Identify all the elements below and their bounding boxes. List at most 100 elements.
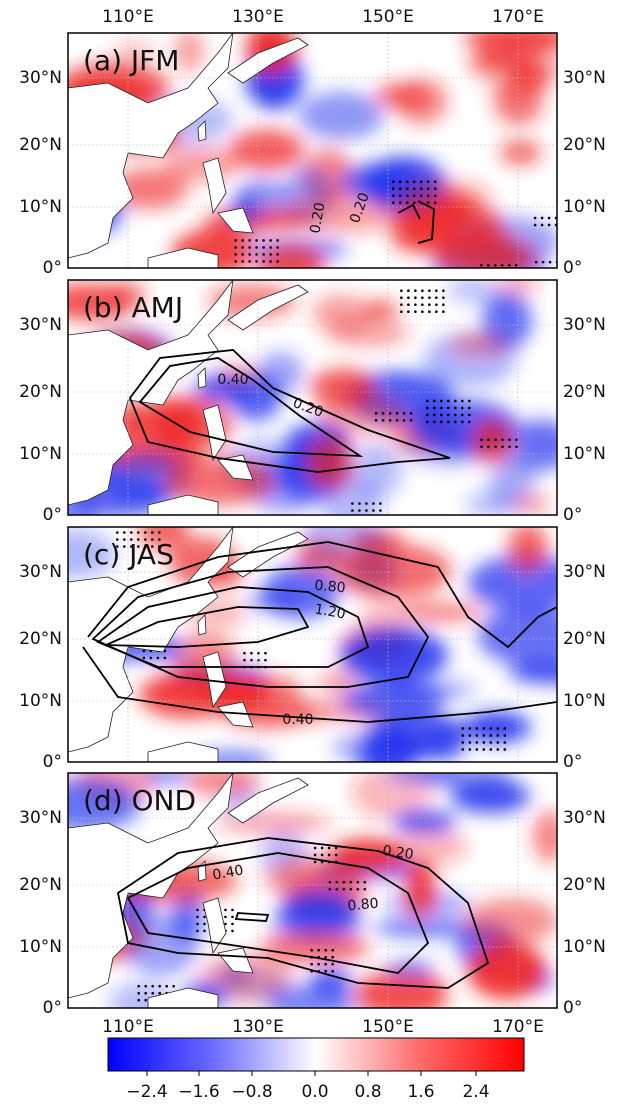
stipple xyxy=(407,296,410,299)
stipple xyxy=(358,502,361,505)
stipple xyxy=(331,948,334,952)
stipple xyxy=(400,289,403,292)
stipple xyxy=(144,998,147,1002)
stipple xyxy=(480,271,483,274)
contour-label: 0.40 xyxy=(282,712,313,728)
anomaly-blob xyxy=(306,436,353,489)
anomaly-blob xyxy=(451,779,530,814)
stipple xyxy=(234,246,237,249)
stipple xyxy=(426,194,430,198)
stipple xyxy=(349,880,353,884)
stipple xyxy=(158,538,161,541)
contour xyxy=(128,349,451,473)
stipple xyxy=(317,948,320,952)
stipple xyxy=(503,741,507,744)
contour-label: 0.20 xyxy=(381,843,414,863)
stipple xyxy=(203,915,206,919)
stipple xyxy=(365,509,368,512)
stipple xyxy=(241,246,244,249)
colorbar-label: 0.0 xyxy=(301,1082,328,1102)
stipple xyxy=(433,201,437,205)
stipple xyxy=(496,734,500,737)
stipple xyxy=(262,246,265,249)
stipple xyxy=(405,187,409,191)
anomaly-blob xyxy=(363,301,399,318)
anomaly-blob xyxy=(508,660,557,684)
stipple xyxy=(454,420,457,424)
stipple xyxy=(262,239,265,242)
anomaly-blob xyxy=(471,419,513,463)
stipple xyxy=(514,263,518,267)
stipple xyxy=(391,194,395,198)
stipple xyxy=(262,253,265,256)
stipple xyxy=(461,727,465,730)
stipple xyxy=(328,887,332,891)
stipple xyxy=(250,651,253,655)
stipple xyxy=(151,538,154,541)
anomaly-blob xyxy=(341,683,447,717)
stipple xyxy=(137,545,140,548)
anomaly-blob xyxy=(464,898,557,944)
stipple xyxy=(494,445,497,449)
stipple xyxy=(331,969,334,973)
stipple xyxy=(203,922,206,926)
stipple xyxy=(547,216,551,220)
stipple xyxy=(231,929,234,933)
stipple xyxy=(324,948,327,952)
stipple xyxy=(398,201,402,205)
stipple xyxy=(400,310,403,313)
stipple xyxy=(433,420,436,424)
stipple xyxy=(241,239,244,242)
stipple xyxy=(479,263,483,267)
stipple xyxy=(196,915,199,919)
anomaly-blob xyxy=(447,280,499,303)
stipple xyxy=(487,438,490,442)
stipple xyxy=(398,187,402,191)
stipple xyxy=(487,445,490,449)
lat-label: 20°N xyxy=(563,629,606,649)
lat-label: 10°N xyxy=(19,937,62,957)
anomaly-blob xyxy=(482,291,532,350)
stipple xyxy=(158,991,161,995)
stipple xyxy=(461,399,464,403)
contour xyxy=(234,912,270,922)
colorbar-label: −1.6 xyxy=(178,1082,219,1102)
stipple xyxy=(142,649,146,653)
panel-frame xyxy=(67,32,558,269)
stipple xyxy=(327,853,331,857)
contour-label: 0.80 xyxy=(347,896,379,915)
lon-label: 130°E xyxy=(232,7,284,27)
stipple xyxy=(395,419,399,422)
anomaly-blob xyxy=(323,477,380,515)
stipple xyxy=(486,263,490,267)
panel-label: (b) AMJ xyxy=(83,291,183,324)
colorbar-label: 0.8 xyxy=(354,1082,381,1102)
anomaly-blob xyxy=(257,243,326,268)
stipple xyxy=(356,887,360,891)
stipple xyxy=(433,194,437,198)
anomaly-blob xyxy=(334,543,452,599)
anomaly-blob xyxy=(467,941,547,1000)
stipple xyxy=(324,955,327,959)
stipple xyxy=(123,545,126,548)
anomaly-blob xyxy=(298,91,385,140)
stipple xyxy=(234,260,237,263)
lat-label: 0° xyxy=(43,998,62,1018)
stipple xyxy=(149,656,153,660)
stipple xyxy=(313,846,317,850)
stipple xyxy=(534,260,538,264)
lat-label: 20°N xyxy=(563,382,606,402)
stipple xyxy=(203,929,206,933)
contour-label: 1.20 xyxy=(313,601,346,622)
stipple xyxy=(372,502,375,505)
lat-label: 10°N xyxy=(563,691,606,711)
colorbar-label: 2.4 xyxy=(462,1082,489,1102)
stipple xyxy=(501,271,504,274)
stipple xyxy=(379,502,382,505)
anomaly-blob xyxy=(509,65,552,91)
anomaly-blob xyxy=(68,777,141,831)
stipple xyxy=(381,419,385,422)
stipple xyxy=(489,734,493,737)
stipple xyxy=(494,438,497,442)
stipple xyxy=(489,741,493,744)
